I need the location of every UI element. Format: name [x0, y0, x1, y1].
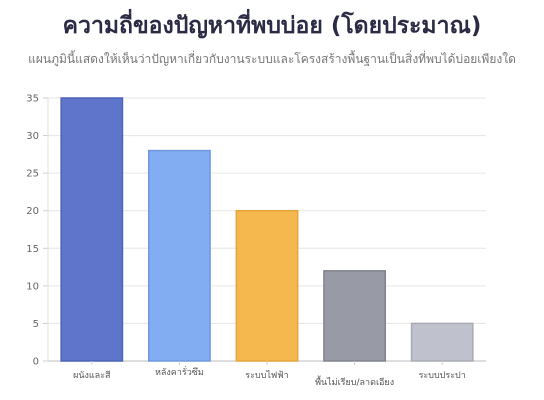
- y-tick-label: 25: [26, 169, 39, 180]
- y-tick-label: 10: [26, 281, 39, 292]
- chart-title: ความถี่ของปัญหาที่พบบ่อย (โดยประมาณ): [62, 13, 482, 39]
- bar: [410, 322, 474, 362]
- bar: [235, 209, 299, 362]
- y-tick-label: 5: [33, 319, 39, 330]
- y-tick-label: 30: [26, 131, 39, 142]
- chart-subtitle: แผนภูมินี้แสดงให้เห็นว่าปัญหาเกี่ยวกับงา…: [28, 52, 516, 66]
- x-tick-label: พื้นไม่เรียบ/ลาดเอียง: [315, 375, 394, 388]
- y-tick-label: 0: [33, 357, 39, 368]
- bar: [60, 97, 124, 362]
- y-tick-label: 35: [26, 94, 39, 105]
- x-tick-label: ระบบประปา: [419, 371, 466, 381]
- x-tick-label: ผนังและสี: [73, 370, 111, 381]
- bar: [147, 149, 211, 362]
- bar: [323, 270, 387, 362]
- y-tick-label: 20: [26, 206, 39, 217]
- x-tick-label: ระบบไฟฟ้า: [245, 370, 288, 381]
- x-tick-label: หลังคารั่วซึม: [155, 365, 204, 378]
- y-tick-label: 15: [26, 244, 39, 255]
